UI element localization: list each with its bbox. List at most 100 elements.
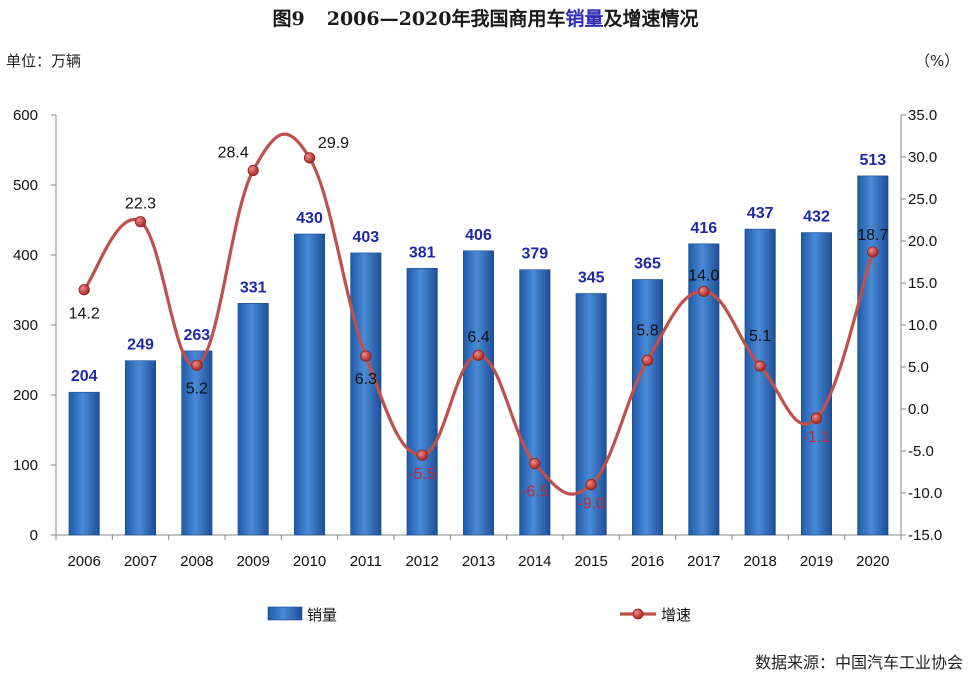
growth-value-label: 29.9	[318, 135, 349, 152]
right-tick-label: -5.0	[908, 443, 934, 460]
bar-value-label: 513	[859, 152, 886, 169]
bar-value-label: 263	[183, 327, 210, 344]
right-tick-label: 15.0	[908, 275, 937, 292]
right-tick-label: 0.0	[908, 401, 929, 418]
bar-value-label: 406	[465, 227, 492, 244]
right-axis-unit: （%）	[915, 52, 960, 70]
x-tick-label: 2014	[518, 553, 551, 570]
x-tick-label: 2008	[180, 553, 213, 570]
x-tick-label: 2017	[687, 553, 720, 570]
growth-value-label: 5.1	[749, 328, 771, 345]
x-tick-label: 2012	[405, 553, 438, 570]
title-text-highlight: 销量	[565, 8, 604, 30]
right-tick-label: 10.0	[908, 317, 937, 334]
right-tick-label: 30.0	[908, 149, 937, 166]
bar	[631, 279, 664, 536]
growth-point	[529, 457, 541, 470]
data-source: 数据来源：中国汽车工业协会	[754, 653, 963, 672]
left-tick-label: 200	[13, 387, 38, 404]
growth-point	[247, 164, 259, 177]
left-tick-label: 300	[13, 317, 38, 334]
legend-line-marker	[632, 608, 644, 620]
legend: 销量 增速	[267, 606, 691, 624]
x-tick-label: 2013	[462, 553, 495, 570]
x-tick-label: 2018	[743, 553, 776, 570]
growth-value-label: -9.0	[577, 496, 605, 513]
growth-point	[585, 478, 597, 491]
legend-line-label: 增速	[661, 606, 691, 624]
bar-value-label: 381	[409, 244, 436, 261]
bar-value-label: 204	[71, 368, 98, 385]
growth-value-label: 22.3	[125, 196, 156, 213]
bar	[519, 269, 551, 536]
bar-value-label: 403	[352, 229, 379, 246]
growth-value-label: 14.2	[69, 306, 100, 323]
x-tick-label: 2015	[574, 553, 607, 570]
bar	[857, 175, 889, 536]
growth-point	[191, 359, 203, 371]
growth-point	[867, 246, 879, 258]
growth-point	[754, 360, 766, 372]
x-tick-label: 2006	[67, 553, 100, 570]
right-tick-label: 20.0	[908, 233, 937, 250]
x-tick-label: 2016	[631, 553, 664, 570]
growth-point	[360, 350, 372, 362]
growth-point	[641, 354, 654, 366]
growth-line	[82, 132, 875, 496]
bar	[350, 252, 382, 536]
x-tick-label: 2020	[856, 553, 889, 570]
growth-point	[134, 216, 147, 228]
legend-bar-swatch	[267, 606, 303, 621]
bar	[124, 360, 157, 536]
title-text-after: 及增速情况	[603, 8, 699, 30]
x-tick-label: 2009	[236, 553, 269, 570]
left-axis-unit: 单位：万辆	[6, 52, 82, 70]
bar-value-label: 432	[803, 209, 830, 226]
bar-value-label: 331	[240, 279, 267, 296]
bar	[800, 232, 833, 536]
left-tick-label: 600	[13, 107, 38, 124]
labels-group: 204 249 263 331 430 403 381 406 379 345 365 416 437 4…	[69, 135, 889, 513]
bar	[462, 250, 495, 536]
growth-point	[810, 412, 823, 424]
line-group	[78, 132, 879, 496]
growth-point	[78, 284, 90, 296]
growth-value-label: 5.2	[186, 380, 208, 397]
right-tick-label: 35.0	[908, 107, 937, 124]
right-tick-label: -15.0	[908, 527, 942, 544]
bar-value-label: 430	[296, 210, 323, 227]
growth-point	[698, 285, 710, 297]
bar-value-label: 437	[747, 205, 774, 222]
title-text-before: 2006—2020年我国商用车	[326, 8, 566, 30]
chart-title: 图9 2006—2020年我国商用车销量及增速情况	[0, 4, 971, 31]
left-tick-label: 0	[30, 527, 38, 544]
growth-value-label: 6.3	[355, 371, 377, 388]
x-tick-label: 2010	[293, 553, 326, 570]
x-tick-label: 2011	[350, 553, 382, 570]
bar-value-label: 416	[690, 220, 717, 237]
growth-value-label: 28.4	[218, 144, 249, 161]
bar	[575, 293, 607, 536]
bar	[181, 350, 213, 536]
figure-number: 图9	[272, 8, 305, 30]
right-tick-label: 5.0	[908, 359, 929, 376]
growth-value-label: 5.8	[636, 322, 658, 339]
growth-value-label: -1.1	[803, 429, 831, 446]
x-tick-label: 2019	[800, 553, 833, 570]
bar-value-label: 379	[521, 246, 548, 263]
growth-point	[303, 152, 316, 164]
left-tick-label: 400	[13, 247, 38, 264]
bar-value-label: 249	[127, 337, 154, 354]
growth-value-label: 6.4	[467, 329, 489, 346]
growth-value-label: -6.5	[521, 484, 549, 501]
bar	[293, 233, 326, 536]
growth-point	[416, 449, 428, 461]
bar	[68, 391, 100, 536]
growth-value-label: 14.0	[688, 267, 719, 284]
bar	[237, 302, 269, 536]
right-tick-label: 25.0	[908, 191, 937, 208]
right-tick-label: -10.0	[908, 485, 942, 502]
bar-value-label: 365	[634, 256, 661, 273]
bar	[406, 267, 438, 536]
